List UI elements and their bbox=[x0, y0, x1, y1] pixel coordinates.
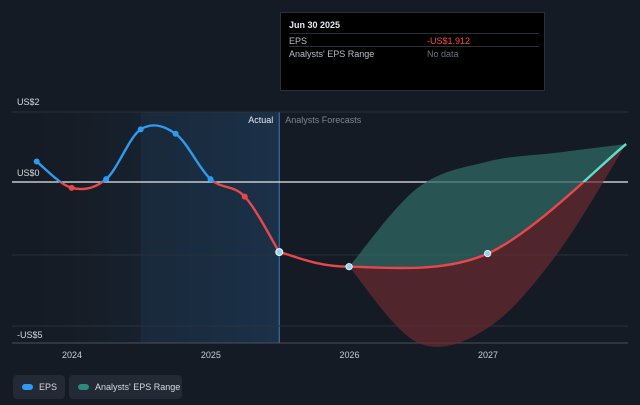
x-tick-2026: 2026 bbox=[339, 350, 359, 360]
eps-actual-point-1 bbox=[68, 184, 75, 191]
tooltip-date: Jun 30 2025 bbox=[289, 20, 341, 30]
eps-actual-point-5 bbox=[207, 176, 214, 183]
eps-actual-point-2 bbox=[103, 176, 110, 183]
section-label-actual: Actual bbox=[248, 115, 273, 125]
eps-actual-line-positive bbox=[35, 124, 217, 182]
legend-eps[interactable]: EPS bbox=[13, 375, 65, 399]
eps-forecast-point-0 bbox=[345, 263, 353, 271]
legend-range[interactable]: Analysts' EPS Range bbox=[69, 375, 182, 399]
eps-forecast-point-1 bbox=[484, 249, 492, 258]
tooltip-eps-label: EPS bbox=[289, 36, 308, 46]
legend-range-swatch bbox=[78, 384, 89, 390]
x-tick-2025: 2025 bbox=[201, 350, 221, 360]
y-label-top: US$2 bbox=[17, 97, 40, 107]
range-upper-fill bbox=[349, 144, 627, 268]
eps-actual-point-6 bbox=[241, 193, 248, 200]
tooltip-row-eps: EPS -US$1.912 bbox=[289, 33, 539, 47]
legend-eps-swatch bbox=[22, 384, 33, 390]
eps-actual-point-3 bbox=[137, 126, 144, 133]
eps-chart: US$2 US$0 -US$5 2024 2025 2026 2027 Actual Analy… bbox=[10, 97, 628, 360]
tooltip-range-value: No data bbox=[427, 49, 459, 59]
legend-eps-label: EPS bbox=[39, 382, 58, 392]
x-tick-2027: 2027 bbox=[478, 350, 498, 360]
tooltip-eps-value: -US$1.912 bbox=[427, 36, 471, 46]
y-label-zero: US$0 bbox=[17, 168, 40, 178]
y-label-bottom: -US$5 bbox=[17, 330, 43, 340]
legend-range-label: Analysts' EPS Range bbox=[95, 382, 181, 392]
eps-actual-point-0 bbox=[33, 158, 40, 165]
eps-actual-point-4 bbox=[172, 130, 179, 137]
actual-highlight bbox=[140, 112, 280, 343]
tooltip-panel: Jun 30 2025 EPS -US$1.912 Analysts' EPS … bbox=[280, 12, 545, 91]
section-label-forecast: Analysts Forecasts bbox=[285, 115, 362, 125]
range-lower-fill bbox=[349, 144, 627, 347]
eps-actual-point-7 bbox=[275, 248, 284, 257]
eps-forecast-line-negative bbox=[278, 182, 586, 270]
x-tick-2024: 2024 bbox=[62, 350, 82, 360]
tooltip-range-label: Analysts' EPS Range bbox=[289, 49, 375, 59]
tooltip-row-range: Analysts' EPS Range No data bbox=[289, 46, 539, 60]
